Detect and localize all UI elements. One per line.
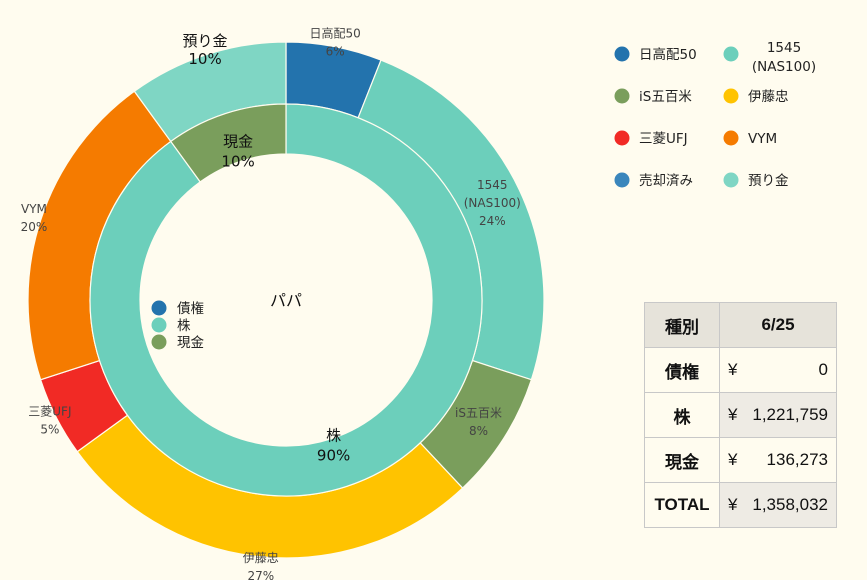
inner-slice-label: 株 90% — [317, 426, 350, 464]
summary-row-total: TOTAL ¥1,358,032 — [644, 482, 837, 528]
legend-marker — [723, 172, 739, 188]
summary-header-type: 種別 — [644, 302, 720, 348]
legend-marker — [151, 334, 167, 350]
legend-label: 日高配50 — [639, 46, 697, 63]
legend-label: 1545 (NAS100) — [752, 40, 816, 75]
legend-label: 預り金 — [748, 173, 789, 189]
inner-ring — [89, 103, 483, 497]
legend-marker — [723, 130, 739, 146]
legend-marker — [614, 88, 630, 104]
legend-marker — [614, 46, 630, 62]
legend-label: 現金 — [177, 335, 204, 351]
outer-slice-label: VYM 20% — [21, 202, 48, 234]
legend-label: 債権 — [177, 300, 204, 317]
outer-slice-label: iS五百米 8% — [455, 406, 502, 438]
summary-row-cash: 現金 ¥136,273 — [644, 437, 837, 483]
outer-ring — [27, 41, 545, 559]
summary-row-value: ¥1,358,032 — [719, 482, 837, 528]
legend-label: 伊藤忠 — [748, 89, 789, 105]
legend-marker — [614, 130, 630, 146]
outer-slice-label: 預り金 10% — [183, 32, 228, 68]
summary-row-key: 株 — [644, 392, 720, 438]
center-label: パパ — [270, 291, 302, 310]
inner-slice — [169, 103, 287, 183]
legend-marker — [151, 300, 167, 316]
legend-marker — [151, 317, 167, 333]
summary-row-key: 債権 — [644, 347, 720, 393]
summary-header-row: 種別 6/25 — [644, 302, 837, 348]
legend-marker — [723, 88, 739, 104]
inner-slice-labels: 株 90% 現金 10% — [221, 133, 350, 465]
summary-row-bonds: 債権 ¥0 — [644, 347, 837, 393]
outer-slice-label: 日高配50 6% — [309, 26, 360, 59]
summary-row-stocks: 株 ¥1,221,759 — [644, 392, 837, 438]
legend-label: iS五百米 — [639, 89, 692, 105]
inner-slice — [89, 103, 483, 497]
summary-row-value: ¥136,273 — [719, 437, 837, 483]
summary-row-value: ¥0 — [719, 347, 837, 393]
legend-label: 売却済み — [639, 173, 693, 189]
outer-slice-label: 伊藤忠 27% — [243, 551, 279, 580]
legend-marker — [723, 46, 739, 62]
legend-label: 株 — [177, 318, 191, 334]
summary-row-value: ¥1,221,759 — [719, 392, 837, 438]
legend-label: VYM — [748, 131, 777, 147]
outer-slice-label: 1545 (NAS100) 24% — [464, 178, 521, 228]
legend-marker — [614, 172, 630, 188]
inner-slice-label: 現金 10% — [221, 133, 254, 171]
outer-slice-labels: 日高配50 6% 1545 (NAS100) 24% iS五百米 8% 伊藤忠 27% 三菱UFJ… — [21, 26, 521, 580]
summary-row-key: 現金 — [644, 437, 720, 483]
summary-row-key: TOTAL — [644, 482, 720, 528]
outer-slice-label: 三菱UFJ 5% — [28, 404, 71, 436]
summary-table: 種別 6/25 債権 ¥0 株 ¥1,221,759 現金 ¥136,273 T… — [644, 302, 837, 528]
legend-label: 三菱UFJ — [639, 131, 688, 147]
summary-header-date: 6/25 — [719, 302, 837, 348]
